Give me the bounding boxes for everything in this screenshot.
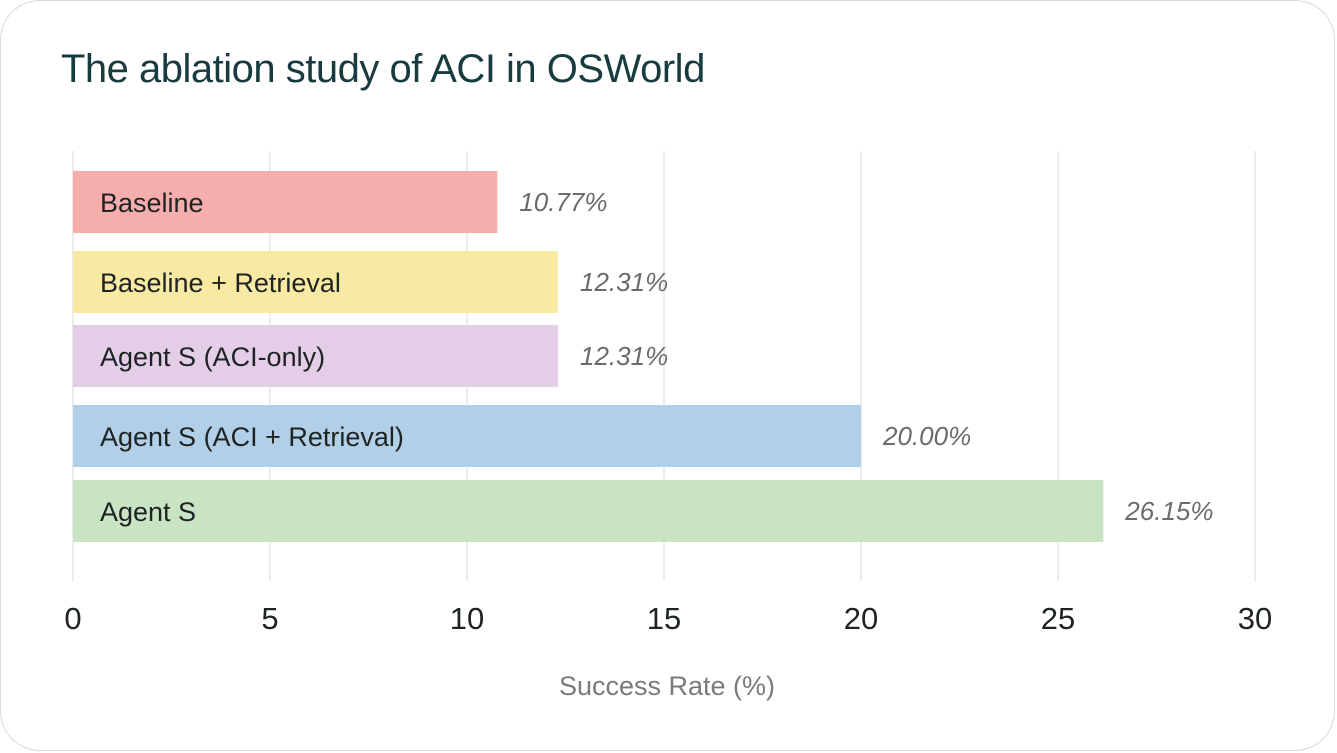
chart-title: The ablation study of ACI in OSWorld [61,47,705,91]
value-label-baseline-retrieval: 12.31% [580,267,668,297]
x-axis-ticks: 0 5 10 15 20 25 30 [64,601,1272,636]
x-tick-label-25: 25 [1041,601,1075,636]
x-tick-label-5: 5 [261,601,278,636]
x-tick-label-10: 10 [450,601,484,636]
bar-label-baseline: Baseline [100,188,204,218]
x-tick-label-30: 30 [1238,601,1272,636]
bar-agent-s [73,480,1104,542]
bar-baseline [73,171,498,233]
x-tick-label-0: 0 [64,601,81,636]
bar-agent-s-aci-only [73,325,559,387]
x-tick-label-20: 20 [844,601,878,636]
bar-baseline-retrieval [73,251,559,313]
value-label-agent-s-aci-only: 12.31% [580,341,668,371]
bar-label-agent-s-aci-only: Agent S (ACI-only) [100,342,325,372]
bar-label-baseline-retrieval: Baseline + Retrieval [100,268,341,298]
bar-label-agent-s: Agent S [100,497,196,527]
bars: Baseline 10.77% Baseline + Retrieval 12.31%… [73,171,1213,542]
value-label-baseline: 10.77% [519,187,607,217]
bar-agent-s-aci-retrieval [73,405,861,467]
x-axis-title: Success Rate (%) [559,671,775,701]
bar-label-agent-s-aci-retrieval: Agent S (ACI + Retrieval) [100,422,404,452]
value-label-agent-s: 26.15% [1124,496,1213,526]
x-tick-label-15: 15 [647,601,681,636]
value-label-agent-s-aci-retrieval: 20.00% [882,421,971,451]
